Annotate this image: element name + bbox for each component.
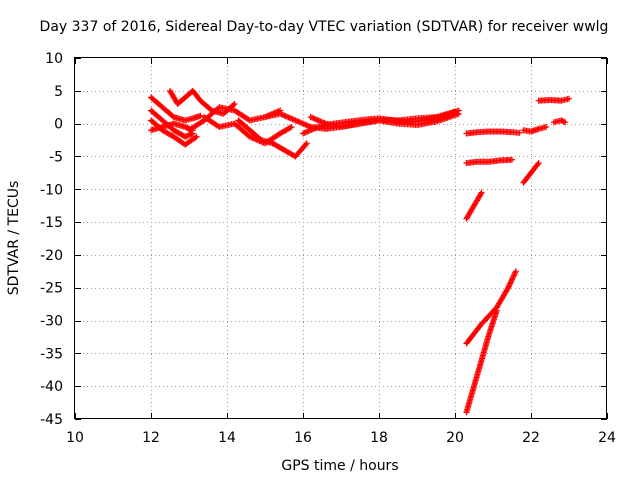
data-point [511,271,518,278]
y-tick-label: -25 [40,281,63,297]
data-point [505,283,512,290]
data-series [148,94,204,124]
y-tick-label: -10 [40,182,63,198]
x-tick-label: 14 [218,430,236,446]
data-series [520,123,550,135]
x-tick-label: 24 [598,430,616,446]
y-tick-label: 5 [54,84,63,100]
data-point [231,100,238,107]
x-tick-label: 20 [446,430,464,446]
y-tick-label: -30 [40,314,63,330]
data-point [193,133,200,140]
data-point [543,123,550,130]
data-point [535,160,542,167]
data-series [520,160,542,186]
data-point [516,129,523,136]
data-point [504,286,511,293]
data-point [510,273,517,280]
data-point [566,95,572,102]
y-tick-label: -20 [40,248,63,264]
data-points [148,87,572,416]
data-point [197,112,204,119]
data-point [508,277,515,284]
data-point [507,280,514,287]
data-point [509,156,515,163]
x-tick-label: 10 [66,430,84,446]
x-tick-label: 12 [142,430,160,446]
data-point [493,307,500,314]
y-tick-label: -5 [49,149,63,165]
data-point [287,124,294,131]
y-tick-label: -40 [40,379,63,395]
data-point [506,281,513,288]
data-series [550,117,569,126]
data-point [505,284,512,291]
data-point [560,118,567,125]
data-series [235,117,310,160]
data-series [463,156,515,167]
data-point [512,269,519,276]
data-point [230,101,237,108]
y-tick-label: 0 [54,117,63,133]
data-point [512,268,519,275]
data-point [455,107,462,114]
x-tick-label: 22 [522,430,540,446]
data-point [302,141,309,148]
y-tick-label: -35 [40,346,63,362]
data-point [452,108,458,115]
y-tick-label: -45 [40,412,63,428]
data-series [463,268,519,347]
data-series [148,117,200,148]
data-point [509,276,515,283]
data-point [507,279,514,286]
plot-frame [74,57,607,419]
data-point [288,123,295,130]
chart-title: Day 337 of 2016, Sidereal Day-to-day VTE… [40,19,609,35]
data-series [463,307,500,416]
y-tick-label: -15 [40,215,63,231]
data-point [509,275,516,282]
data-point [192,134,199,141]
data-point [477,190,484,197]
y-axis-title: SDTVAR / TECUs [6,181,22,296]
data-point [303,140,310,147]
data-series [463,128,523,137]
y-tick-label: 10 [45,51,63,67]
data-series [300,108,458,137]
data-series [463,189,485,222]
x-tick-label: 18 [370,430,388,446]
axis-ticks: 10 12 14 16 18 20 22 24 10 5 0 -5 -10 -15 -20 -25 -30 -35… [40,51,616,446]
data-series [535,95,572,104]
x-axis-title: GPS time / hours [281,458,398,474]
data-point [562,119,569,126]
x-tick-label: 16 [294,430,312,446]
data-point [510,272,517,279]
data-point [534,161,541,168]
data-point [478,189,485,196]
